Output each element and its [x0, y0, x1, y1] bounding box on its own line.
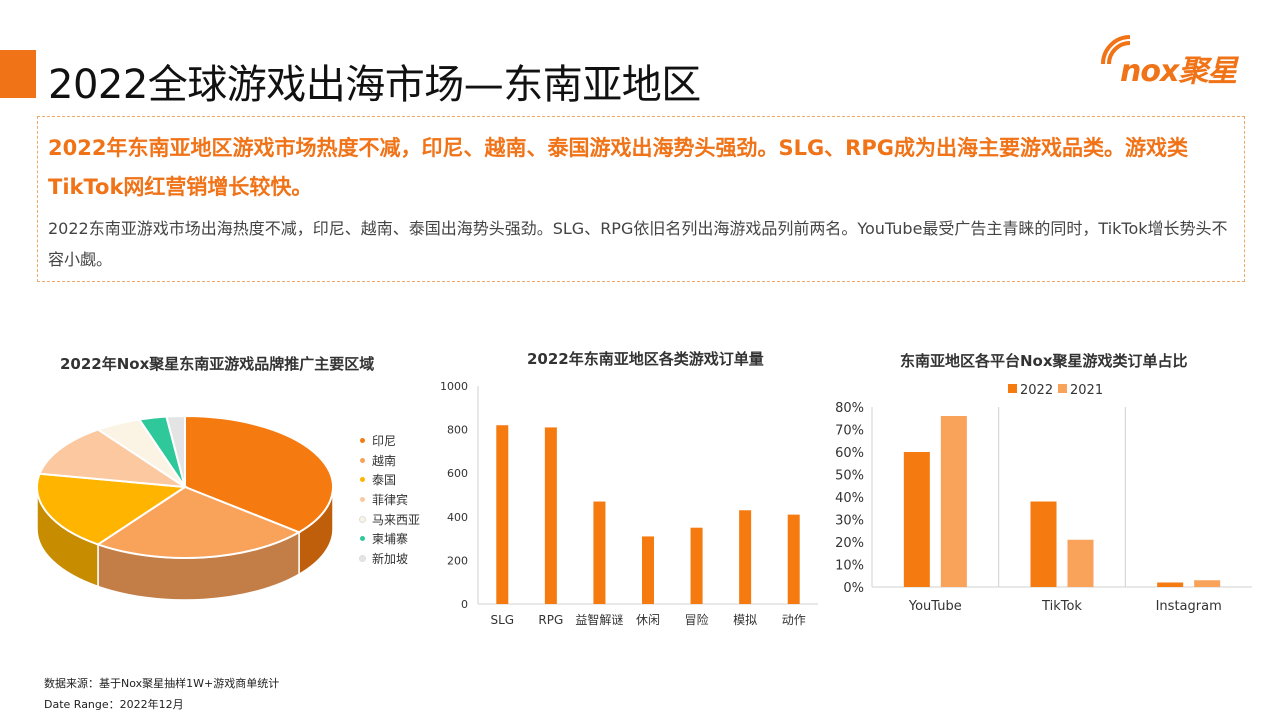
pie-slice-2 — [36, 472, 188, 546]
legend-label-2021: 2021 — [1070, 383, 1103, 398]
legend-swatch — [360, 477, 365, 483]
nox-logo: nox聚星 — [1098, 30, 1248, 89]
bar-2021-2 — [1194, 580, 1221, 587]
x-tick-label: 休闲 — [636, 613, 660, 627]
bar-2021-0 — [940, 416, 967, 587]
legend-label-2022: 2022 — [1020, 383, 1053, 398]
legend-label: 马来西亚 — [372, 512, 421, 527]
x-tick-label: 动作 — [782, 613, 806, 627]
y-tick-label: 200 — [447, 554, 468, 567]
data-source: 数据来源：基于Nox聚星抽样1W+游戏商单统计 — [44, 677, 280, 690]
legend-swatch — [360, 438, 365, 444]
legend-swatch — [359, 515, 366, 523]
x-tick-label: 冒险 — [685, 612, 709, 627]
legend-label: 越南 — [372, 453, 397, 468]
y-tick-label: 20% — [835, 536, 864, 551]
legend-swatch-2021 — [1058, 384, 1067, 393]
y-tick-label: 50% — [835, 469, 864, 484]
pie-legend-item: 越南 — [360, 451, 420, 471]
summary-detail: 2022东南亚游戏市场出海热度不减，印尼、越南、泰国出海势头强劲。SLG、RPG… — [48, 219, 1228, 269]
y-tick-label: 1000 — [440, 380, 468, 393]
summary-box: 2022年东南亚地区游戏市场热度不减，印尼、越南、泰国游戏出海势头强劲。SLG、… — [37, 116, 1245, 282]
x-tick-label: TikTok — [1041, 599, 1082, 614]
y-tick-label: 70% — [835, 424, 864, 439]
signal-rings-icon — [1101, 35, 1131, 65]
platform-chart: 0% 10% 20% 30% 40% 50% 60% 70% 80% YouTube TikTok I… — [835, 383, 1252, 614]
pie-slice-1 — [95, 485, 302, 559]
pie-slice-0 — [184, 414, 334, 534]
x-tick-label: RPG — [538, 613, 563, 627]
pie-legend-item: 泰国 — [360, 470, 420, 490]
platform-chart-title: 东南亚地区各平台Nox聚星游戏类订单占比 — [900, 352, 1188, 370]
bar-3 — [642, 536, 654, 604]
y-tick-label: 0 — [461, 598, 468, 611]
pie-chart-title: 2022年Nox聚星东南亚游戏品牌推广主要区域 — [60, 355, 375, 373]
pie-legend: 印尼越南泰国菲律宾马来西亚柬埔寨新加坡 — [359, 431, 421, 569]
bar-2022-0 — [903, 452, 930, 587]
bar-4 — [690, 527, 703, 604]
y-tick-label: 30% — [835, 514, 864, 529]
legend-swatch-2022 — [1008, 384, 1017, 393]
bar-chart-title: 2022年东南亚地区各类游戏订单量 — [527, 350, 764, 368]
y-tick-label: 60% — [835, 446, 864, 461]
pie-chart — [36, 414, 334, 601]
y-tick-label: 10% — [835, 559, 864, 574]
bar-2 — [593, 501, 606, 604]
date-range: Date Range：2022年12月 — [44, 698, 184, 711]
pie-legend-item: 新加坡 — [359, 549, 420, 569]
bar-chart: 0 200 400 600 800 1000 SLG RPG 益智解谜 休闲 冒险 模拟 动作 — [440, 380, 818, 627]
bar-6 — [787, 514, 800, 604]
bar-2022-1 — [1030, 501, 1057, 587]
legend-label: 菲律宾 — [372, 493, 409, 508]
x-tick-label: Instagram — [1156, 599, 1222, 614]
pie-slice-3 — [38, 428, 186, 488]
bar-0 — [496, 425, 509, 604]
bar-2022-2 — [1157, 582, 1184, 587]
pie-legend-item: 柬埔寨 — [360, 529, 420, 549]
legend-swatch — [360, 536, 365, 542]
y-tick-label: 40% — [835, 491, 864, 506]
legend-label: 泰国 — [372, 473, 397, 488]
y-tick-label: 400 — [447, 511, 468, 524]
x-tick-label: 益智解谜 — [575, 612, 623, 627]
legend-label: 新加坡 — [372, 551, 409, 566]
x-tick-label: YouTube — [908, 599, 962, 614]
y-tick-label: 800 — [447, 424, 468, 437]
logo-text: nox聚星 — [1120, 54, 1237, 89]
bar-5 — [739, 510, 752, 604]
legend-swatch — [359, 554, 366, 562]
title-accent-bar — [0, 50, 36, 98]
y-tick-label: 600 — [447, 467, 468, 480]
pie-legend-item: 印尼 — [360, 431, 420, 451]
legend-label: 印尼 — [372, 434, 397, 449]
page-title: 2022全球游戏出海市场—东南亚地区 — [48, 62, 701, 108]
legend-swatch — [360, 457, 365, 463]
summary-headline: 2022年东南亚地区游戏市场热度不减，印尼、越南、泰国游戏出海势头强劲。SLG、… — [48, 136, 1188, 199]
pie-legend-item: 菲律宾 — [360, 490, 420, 510]
x-tick-label: SLG — [490, 613, 514, 627]
legend-swatch — [360, 497, 365, 503]
pie-slice-6 — [165, 414, 186, 488]
x-tick-label: 模拟 — [733, 613, 757, 627]
bar-1 — [544, 427, 557, 604]
y-tick-label: 0% — [843, 581, 864, 596]
bar-2021-1 — [1067, 539, 1094, 587]
legend-label: 柬埔寨 — [372, 532, 409, 547]
pie-legend-item: 马来西亚 — [359, 509, 421, 529]
y-tick-label: 80% — [835, 401, 864, 416]
